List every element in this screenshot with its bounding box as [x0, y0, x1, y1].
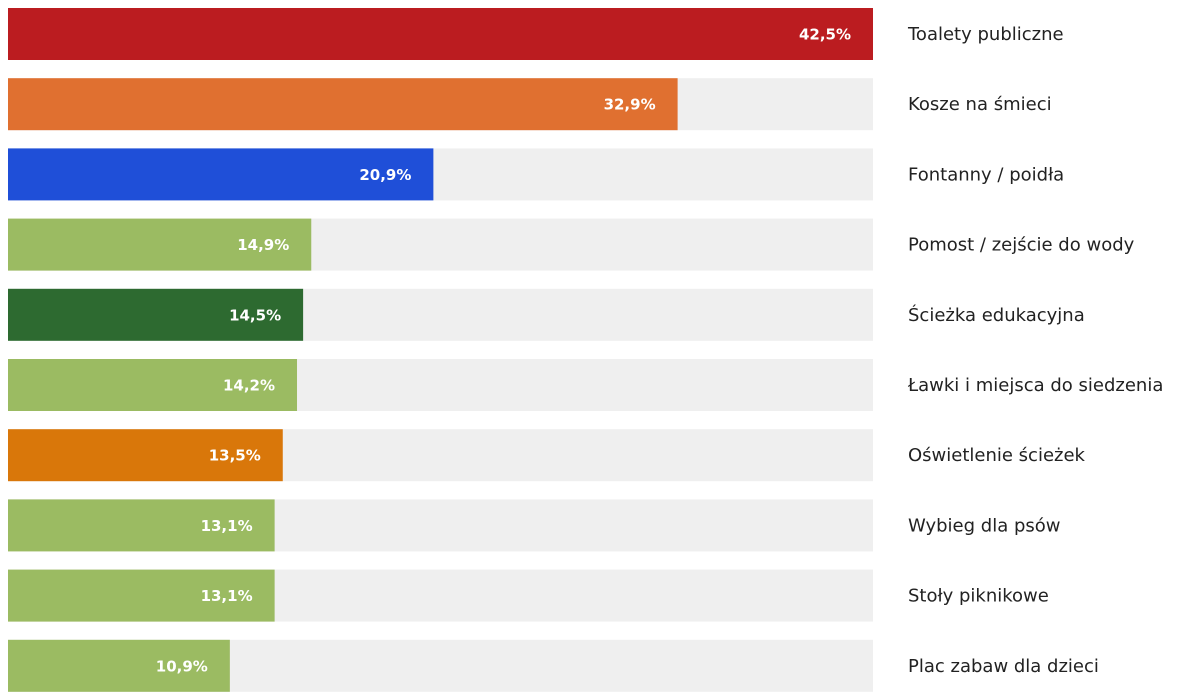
value-label: 20,9%	[359, 166, 411, 184]
category-label: Kosze na śmieci	[908, 94, 1052, 115]
category-label: Plac zabaw dla dzieci	[908, 656, 1099, 677]
bar	[8, 569, 275, 622]
category-label: Ławki i miejsca do siedzenia	[907, 375, 1163, 396]
category-label: Oświetlenie ścieżek	[908, 445, 1086, 466]
bar	[8, 218, 312, 271]
value-label: 14,9%	[237, 236, 289, 254]
value-label: 14,5%	[229, 306, 281, 324]
category-label: Stoły piknikowe	[908, 586, 1049, 607]
category-label: Wybieg dla psów	[908, 515, 1061, 536]
category-label: Toalety publiczne	[907, 24, 1064, 45]
bar	[8, 8, 873, 60]
bar	[8, 148, 434, 201]
bar	[8, 429, 283, 482]
bar	[8, 78, 678, 131]
bar	[8, 639, 230, 692]
value-label: 13,5%	[209, 447, 261, 465]
value-label: 13,1%	[201, 517, 253, 535]
category-label: Fontanny / poidła	[908, 164, 1064, 185]
category-label: Ścieżka edukacyjna	[908, 304, 1085, 326]
bar	[8, 359, 298, 411]
value-label: 13,1%	[201, 587, 253, 605]
value-label: 10,9%	[156, 657, 208, 675]
bar	[8, 499, 275, 552]
value-label: 14,2%	[223, 377, 275, 395]
bar	[8, 288, 304, 341]
value-label: 42,5%	[799, 26, 851, 44]
category-label: Pomost / zejście do wody	[908, 235, 1135, 256]
value-label: 32,9%	[604, 96, 656, 114]
